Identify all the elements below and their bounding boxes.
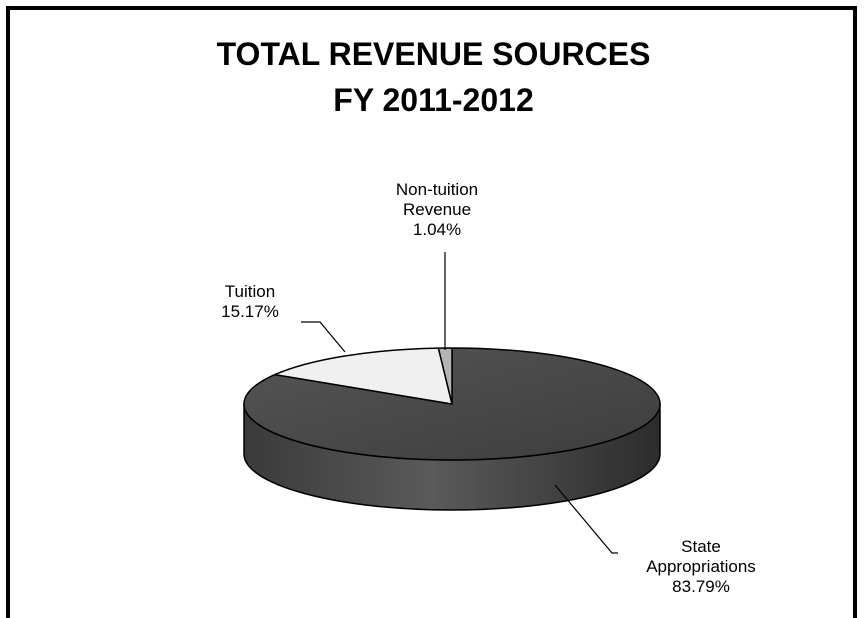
chart-title-line-1: TOTAL REVENUE SOURCES: [216, 36, 651, 72]
slice-label-non-tuition-line-1: Non-tuition: [395, 180, 479, 199]
slice-label-tuition-line-1: Tuition: [224, 282, 276, 301]
slice-label-non-tuition-line-2: Revenue: [402, 200, 472, 219]
slice-label-non-tuition-value: 1.04%: [412, 220, 462, 239]
slice-label-tuition: Tuition 15.17%: [200, 282, 300, 322]
slice-label-tuition-value: 15.17%: [221, 302, 279, 321]
slice-label-state: State Appropriations 83.79%: [606, 537, 796, 597]
slice-label-state-line-2: Appropriations: [646, 557, 756, 576]
chart-title-line-2: FY 2011-2012: [333, 82, 534, 118]
pie-slice-tuition: [274, 347, 453, 405]
leader-line-tuition: [301, 321, 346, 353]
slice-label-non-tuition: Non-tuition Revenue 1.04%: [362, 180, 512, 240]
slice-label-state-line-1: State: [681, 537, 721, 556]
chart-frame: [6, 6, 857, 618]
slice-label-state-value: 83.79%: [672, 577, 730, 596]
leader-line-state: [554, 484, 618, 554]
pie-top-group: [243, 347, 661, 461]
leader-lines: [301, 252, 618, 554]
